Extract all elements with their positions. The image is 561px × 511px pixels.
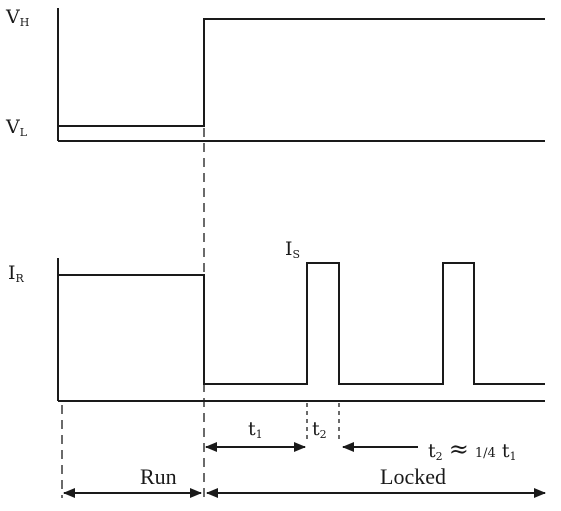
t2-label: t2 [312, 418, 327, 441]
relation-rhs-symbol: t [501, 440, 510, 462]
voltage-high-subscript: H [19, 16, 30, 29]
t2-symbol: t [312, 418, 320, 440]
relation-fraction: 1/4 [474, 446, 496, 461]
relation-lhs-subscript: 2 [435, 450, 443, 463]
timing-relation: t2 ≈ 1/4 t1 [428, 437, 516, 462]
current-spike-symbol: I [285, 238, 293, 260]
voltage-high-symbol: V [6, 6, 20, 28]
current-run-subscript: R [15, 272, 24, 285]
voltage-low-label: VL [6, 116, 28, 139]
current-run-symbol: I [8, 262, 16, 284]
current-run-label: IR [8, 262, 24, 285]
current-spike-label: IS [285, 238, 301, 261]
voltage-high-label: VH [6, 6, 30, 29]
current-waveform [58, 262, 545, 385]
voltage-waveform [58, 18, 545, 127]
t2-subscript: 2 [319, 428, 327, 441]
t1-subscript: 1 [255, 428, 263, 441]
voltage-low-symbol: V [6, 116, 20, 138]
t1-symbol: t [248, 418, 256, 440]
relation-rhs-subscript: 1 [509, 450, 517, 463]
relation-lhs-symbol: t [428, 440, 436, 462]
approx-symbol: ≈ [448, 435, 469, 463]
voltage-low-subscript: L [19, 126, 28, 139]
run-phase-label: Run [140, 464, 177, 489]
locked-phase-label: Locked [380, 464, 446, 489]
t1-label: t1 [248, 418, 263, 441]
current-spike-subscript: S [292, 248, 301, 261]
